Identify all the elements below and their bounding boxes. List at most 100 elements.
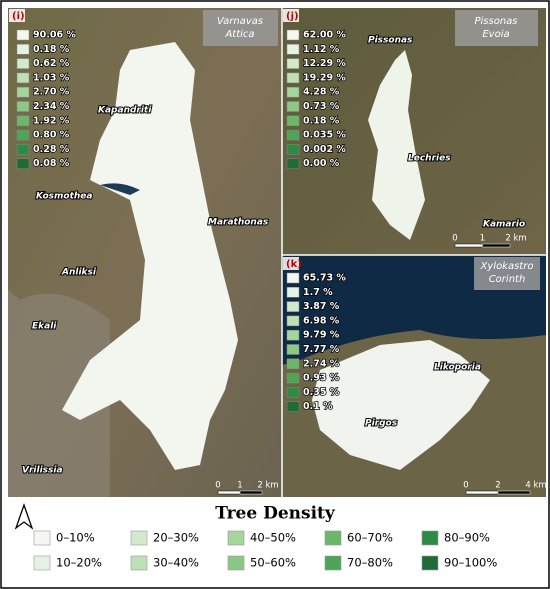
class-swatch xyxy=(16,101,30,112)
class-swatch xyxy=(286,272,300,284)
scale-bar xyxy=(465,490,499,495)
class-percentage: 0.002 % xyxy=(303,144,346,155)
class-swatch xyxy=(16,158,30,169)
legend-label: 80–90% xyxy=(444,531,490,545)
legend-label: 0–10% xyxy=(56,531,95,545)
scale-label: 1 xyxy=(480,234,485,244)
panel-label: (k) xyxy=(286,259,302,270)
class-percentage: 9.79 % xyxy=(303,330,340,341)
town-name: Pissonas xyxy=(368,36,413,46)
class-swatch xyxy=(286,86,300,98)
class-percentage: 3.87 % xyxy=(303,301,340,312)
legend-title: Tree Density xyxy=(215,504,336,524)
scale-label: 2 km xyxy=(257,481,278,491)
legend-label: 30–40% xyxy=(153,556,199,570)
class-percentage: 0.28 % xyxy=(33,144,70,155)
class-swatch xyxy=(286,44,300,55)
scale-label: 0 xyxy=(463,481,468,491)
north-arrow xyxy=(14,503,34,530)
class-percentage: 62.00 % xyxy=(303,30,346,41)
town-name: Marathonas xyxy=(208,218,269,228)
scale-bar xyxy=(217,490,241,495)
class-percentage: 6.98 % xyxy=(303,315,340,326)
legend-swatch xyxy=(130,555,148,571)
class-percentage: 0.80 % xyxy=(33,130,70,141)
class-swatch xyxy=(16,144,30,155)
class-swatch xyxy=(16,44,30,55)
place-name: Evoia xyxy=(482,29,509,40)
legend-label: 10–20% xyxy=(56,556,102,570)
panel-label-box xyxy=(9,9,25,22)
scale-label: 0 xyxy=(215,481,220,491)
class-swatch xyxy=(286,72,300,84)
legend-label: 40–50% xyxy=(250,531,296,545)
class-percentage: 0.93 % xyxy=(303,373,340,384)
scale-label: 1 xyxy=(237,481,242,491)
class-swatch xyxy=(16,58,30,69)
town-name: Pirgos xyxy=(365,419,398,429)
legend-label: 90–100% xyxy=(444,556,497,570)
legend-swatch xyxy=(421,530,439,546)
scale-bar xyxy=(482,243,511,248)
class-percentage: 4.28 % xyxy=(303,87,340,98)
scale-label: 0 xyxy=(452,234,457,244)
class-swatch xyxy=(16,115,30,127)
legend-swatch xyxy=(33,530,51,546)
forest-extent xyxy=(312,340,490,470)
place-name: Xylokastro xyxy=(480,261,534,272)
scale-label: 2 xyxy=(495,481,500,491)
class-swatch xyxy=(286,129,300,141)
urban-area xyxy=(8,290,110,497)
legend-swatch xyxy=(33,555,51,571)
town-name: Vrilissia xyxy=(22,466,63,476)
panel-label: (i) xyxy=(12,11,25,22)
class-percentage: 90.06 % xyxy=(33,30,76,41)
class-percentage: 1.7 % xyxy=(303,287,333,298)
class-swatch xyxy=(286,101,300,112)
class-swatch xyxy=(286,144,300,155)
town-name: Kapandriti xyxy=(98,106,152,116)
scale-label: 2 km xyxy=(505,234,526,244)
legend-swatch xyxy=(227,555,245,571)
scale-bar xyxy=(454,243,483,248)
class-percentage: 2.74 % xyxy=(303,358,340,369)
class-swatch xyxy=(286,115,300,127)
class-percentage: 1.12 % xyxy=(303,44,340,55)
town-name: Lechries xyxy=(408,154,451,164)
class-swatch xyxy=(286,301,300,312)
place-box xyxy=(455,10,538,46)
legend-swatch xyxy=(324,530,342,546)
legend-swatch xyxy=(130,530,148,546)
class-swatch xyxy=(286,329,300,341)
class-percentage: 0.18 % xyxy=(33,44,70,55)
class-swatch xyxy=(286,287,300,298)
class-percentage: 1.03 % xyxy=(33,72,70,83)
class-swatch xyxy=(16,29,30,41)
class-percentage: 2.70 % xyxy=(33,87,70,98)
class-swatch xyxy=(286,358,300,370)
class-percentage: 7.77 % xyxy=(303,344,340,355)
scale-bar xyxy=(497,490,531,495)
class-swatch xyxy=(286,315,300,327)
class-swatch xyxy=(286,158,300,169)
legend-swatch xyxy=(227,530,245,546)
class-percentage: 0.08 % xyxy=(33,158,70,169)
class-swatch xyxy=(16,129,30,141)
legend-label: 70–80% xyxy=(347,556,393,570)
class-percentage: 0.00 % xyxy=(303,158,340,169)
class-percentage: 0.73 % xyxy=(303,101,340,112)
class-swatch xyxy=(286,29,300,41)
place-name: Attica xyxy=(224,29,254,40)
place-name: Varnavas xyxy=(217,16,263,27)
class-percentage: 0.35 % xyxy=(303,387,340,398)
legend-label: 60–70% xyxy=(347,531,393,545)
class-percentage: 65.73 % xyxy=(303,273,346,284)
class-swatch xyxy=(286,372,300,384)
scale-bar xyxy=(239,490,263,495)
class-swatch xyxy=(286,387,300,398)
place-name: Corinth xyxy=(489,274,526,285)
town-name: Kamario xyxy=(483,220,525,230)
reservoir xyxy=(100,183,140,195)
panel-label-box xyxy=(283,9,299,22)
